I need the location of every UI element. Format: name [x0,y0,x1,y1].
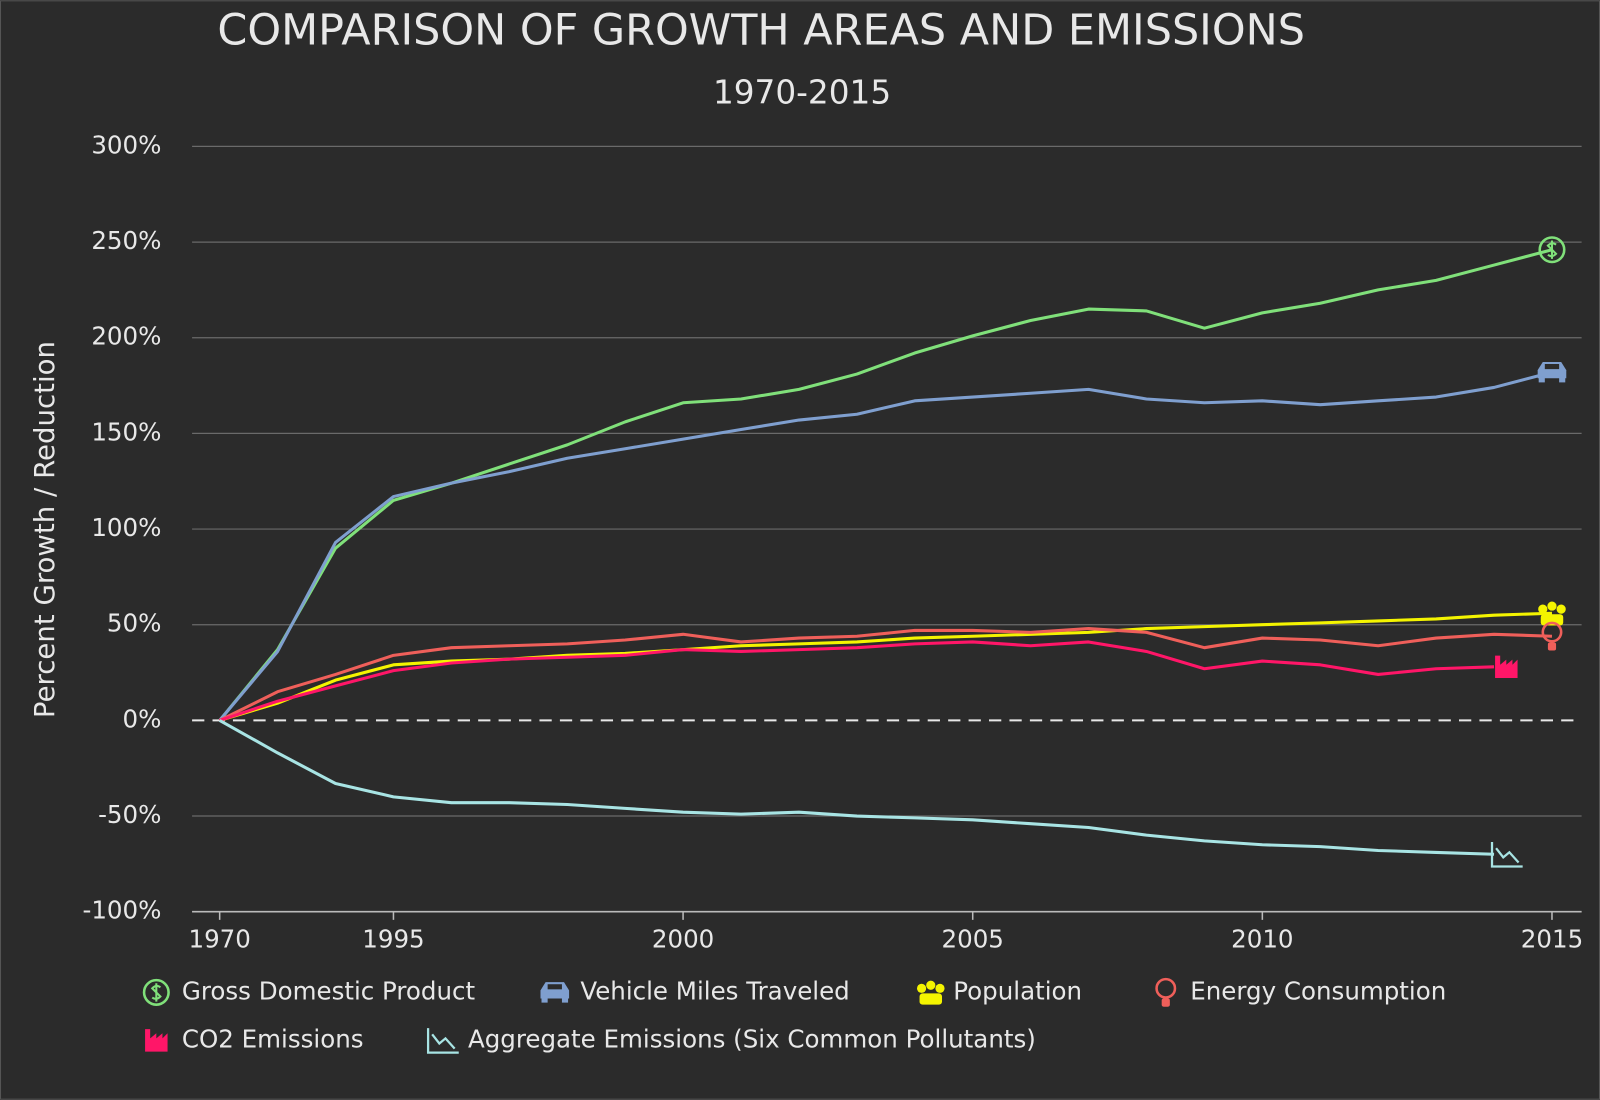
series-end-icon [1538,236,1566,264]
icon-part [1155,977,1177,999]
legend-label: CO2 Emissions [182,1024,364,1053]
icon-part [547,984,562,990]
y-tick-label: 250% [91,226,161,255]
icon-part [1161,998,1170,1007]
x-tick-label: 1970 [188,924,250,953]
icon-part [1541,621,1563,643]
icon-part [1490,842,1523,868]
legend-icon [145,1029,168,1052]
icon-part [1556,604,1566,614]
chart-subtitle: 1970-2015 [713,73,891,111]
icon-part [1547,601,1557,611]
icon-part [1538,236,1566,264]
series-line [219,611,1553,722]
series-line [218,627,1553,722]
y-tick-label: 0% [123,704,162,733]
x-tick-label: 2000 [652,924,714,953]
icon-part [1495,655,1518,679]
series-end-icon [1541,621,1563,651]
y-tick-label: 150% [91,417,161,446]
x-tick-label: 2010 [1231,924,1293,953]
icon-part [150,983,162,1002]
icon-part [926,980,936,990]
icon-part [1559,376,1566,383]
icon-part [919,993,943,1005]
series-end-icon [1490,842,1523,868]
icon-part [541,996,548,1003]
icon-part [426,1028,459,1054]
icon-part [1538,604,1548,614]
series-end-icon [1538,601,1566,626]
series-line [218,370,1553,722]
y-tick-label: 300% [91,130,161,159]
icon-part [1547,642,1557,651]
icon-part [1544,364,1560,370]
icon-part [1540,614,1564,626]
icon-part [145,1029,168,1052]
x-tick-label: 1995 [362,924,424,953]
legend-icon [426,1028,459,1054]
icon-part [1538,376,1545,383]
legend-label: Aggregate Emissions (Six Common Pollutan… [468,1024,1036,1053]
series-line [219,640,1495,722]
legend-icon [916,980,945,1005]
legend-label: Gross Domestic Product [182,976,476,1005]
icon-part [916,983,927,993]
icon-part [561,996,569,1003]
legend-label: Energy Consumption [1190,976,1446,1005]
legend-icon [1155,977,1177,1007]
legend-label: Vehicle Miles Traveled [580,976,849,1005]
series-end-icon [1495,655,1518,679]
y-tick-label: 50% [107,609,162,638]
legend-label: Population [953,976,1082,1005]
y-tick-label: 100% [91,513,161,542]
chart-title: COMPARISON OF GROWTH AREAS AND EMISSIONS [217,6,1305,56]
legend-icon [142,978,170,1006]
y-axis-label: Percent Growth / Reduction [28,341,61,718]
series-line [218,719,1495,856]
icon-part [1546,240,1558,259]
x-tick-label: 2015 [1521,924,1583,953]
series-end-icon [1537,361,1567,383]
y-tick-label: -100% [82,896,161,925]
icon-part [935,983,945,993]
icon-part [142,978,170,1006]
legend-icon [540,982,570,1003]
y-tick-label: 200% [91,322,161,351]
y-tick-label: -50% [98,800,161,829]
x-tick-label: 2005 [942,924,1004,953]
